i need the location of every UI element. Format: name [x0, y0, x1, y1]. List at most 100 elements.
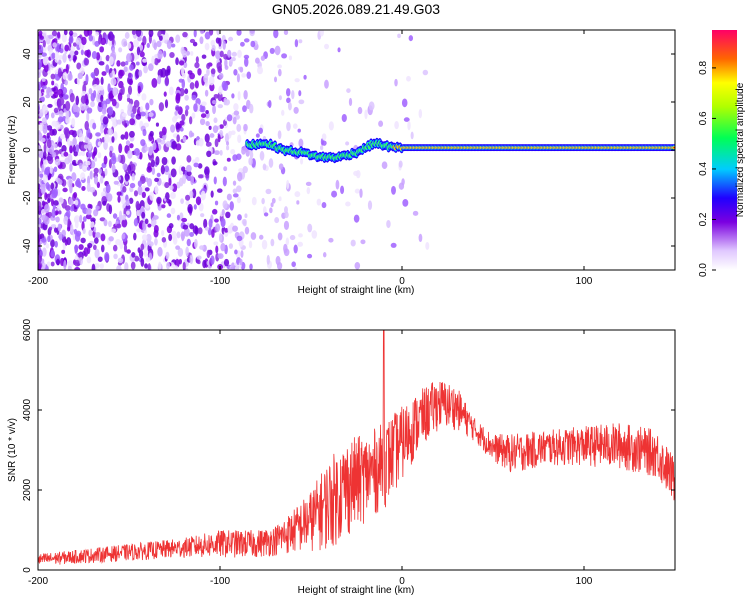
heatmap-cell — [129, 118, 136, 126]
heatmap-cell — [341, 114, 347, 123]
heatmap-cell — [200, 113, 207, 118]
heatmap-cell — [274, 45, 281, 56]
heatmap-cell — [294, 191, 301, 198]
heatmap-cell — [195, 196, 202, 206]
heatmap-cell — [204, 89, 209, 97]
heatmap-cell — [169, 52, 175, 58]
heatmap-cell — [175, 121, 180, 130]
heatmap-cell — [64, 44, 70, 52]
heatmap-cell — [93, 90, 97, 99]
heatmap-cell — [208, 76, 215, 86]
heatmap-cell — [96, 93, 102, 103]
heatmap-cell — [206, 63, 211, 70]
heatmap-cell — [208, 125, 212, 130]
heatmap-cell — [57, 223, 62, 232]
heatmap-cell — [99, 90, 104, 96]
heatmap-cell — [171, 116, 178, 123]
heatmap-cell — [120, 85, 125, 95]
heatmap-cell — [156, 172, 161, 178]
heatmap-cell — [139, 51, 145, 58]
heatmap-cell — [68, 35, 74, 44]
heatmap-cell — [43, 143, 47, 153]
heatmap-cell — [126, 53, 132, 63]
heatmap-cell — [116, 119, 123, 125]
heatmap-cell — [102, 200, 107, 206]
heatmap-cell — [119, 239, 124, 250]
heatmap-cell — [166, 40, 172, 50]
heatmap-cell — [95, 205, 100, 210]
heatmap-cell — [62, 94, 69, 100]
heatmap-cell — [195, 56, 199, 64]
heatmap-cell — [274, 217, 280, 224]
heatmap-cell — [199, 30, 205, 35]
heatmap-cell — [171, 140, 177, 150]
x-tick-label: -100 — [210, 276, 230, 287]
heatmap-cell — [97, 141, 102, 147]
heatmap-cell — [397, 33, 401, 39]
heatmap-cell — [218, 233, 223, 243]
heatmap-cell — [205, 141, 212, 147]
heatmap-cell — [54, 240, 58, 248]
heatmap-cell — [255, 133, 260, 138]
heatmap-cell — [154, 57, 159, 66]
heatmap-cell — [237, 49, 242, 59]
heatmap-cell — [281, 109, 285, 116]
heatmap-cell — [71, 117, 76, 128]
heatmap-cell — [172, 235, 178, 245]
heatmap-cell — [140, 243, 145, 251]
heatmap-cell — [175, 57, 179, 66]
heatmap-cell — [182, 72, 186, 79]
heatmap-cell — [38, 44, 42, 50]
heatmap-cell — [86, 112, 90, 122]
heatmap-cell — [79, 257, 83, 266]
heatmap-cell — [216, 30, 221, 36]
heatmap-cell — [189, 38, 196, 44]
heatmap-cell — [204, 42, 210, 51]
heatmap-cell — [39, 250, 43, 257]
spectrogram-x-ticks: -200 -100 0 100 — [28, 30, 593, 287]
heatmap-cell — [175, 94, 181, 104]
heatmap-cell — [148, 112, 154, 117]
heatmap-cell — [124, 131, 129, 140]
heatmap-cell — [112, 213, 118, 219]
heatmap-cell — [141, 93, 147, 101]
heatmap-cell — [211, 44, 216, 52]
heatmap-cell — [67, 54, 71, 59]
heatmap-cell — [179, 127, 184, 132]
heatmap-cell — [74, 232, 81, 242]
heatmap-cell — [223, 166, 228, 172]
heatmap-cell — [63, 127, 70, 136]
heatmap-cell — [401, 98, 408, 108]
heatmap-cell — [331, 190, 338, 198]
heatmap-cell — [42, 247, 47, 257]
heatmap-cell — [154, 177, 160, 183]
heatmap-cell — [151, 55, 155, 65]
heatmap-cell — [258, 127, 263, 134]
heatmap-cell — [158, 102, 165, 112]
heatmap-cell — [281, 53, 288, 59]
heatmap-cell — [249, 103, 254, 114]
heatmap-cell — [226, 145, 230, 151]
heatmap-cell — [101, 71, 107, 76]
heatmap-cell — [61, 249, 66, 254]
heatmap-cell — [91, 263, 96, 270]
heatmap-cell — [176, 214, 180, 221]
heatmap-cell — [197, 163, 203, 169]
heatmap-cell — [148, 63, 154, 72]
heatmap-cell — [249, 30, 255, 34]
heatmap-cell — [105, 54, 110, 62]
heatmap-cell — [88, 88, 93, 95]
heatmap-cell — [122, 185, 127, 193]
heatmap-cell — [63, 30, 68, 36]
heatmap-cell — [203, 73, 209, 83]
y-tick-label: 0 — [22, 147, 33, 153]
heatmap-cell — [38, 263, 42, 270]
heatmap-cell — [277, 68, 282, 77]
colorbar-ticks: 0.0 0.2 0.4 0.6 0.8 — [698, 61, 716, 277]
heatmap-cell — [271, 197, 276, 204]
heatmap-cell — [82, 216, 87, 222]
heatmap-cell — [226, 157, 231, 162]
heatmap-cell — [294, 78, 300, 83]
heatmap-cell — [268, 99, 272, 109]
